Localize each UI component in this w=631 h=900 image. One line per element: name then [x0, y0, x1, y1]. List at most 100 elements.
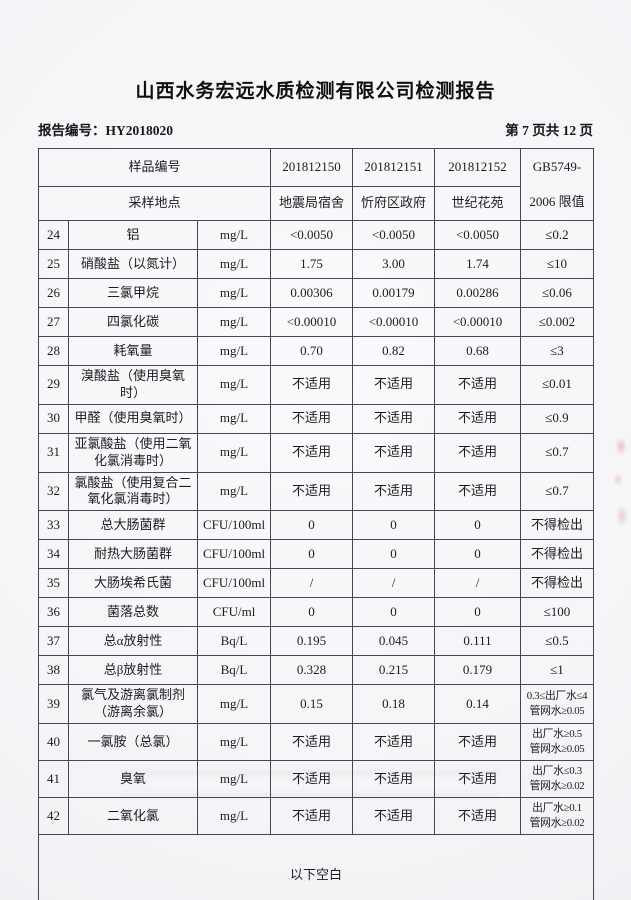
- row-number: 41: [38, 760, 69, 799]
- row-value-sample1: <0.00010: [270, 307, 353, 337]
- row-value-sample2: 0.00179: [352, 278, 435, 308]
- table-row: 41 臭氧 mg/L 不适用 不适用 不适用 出厂水≤0.3 管网水≥0.02: [38, 760, 594, 799]
- row-unit: mg/L: [197, 278, 271, 308]
- table-row: 30 甲醛（使用臭氧时） mg/L 不适用 不适用 不适用 ≤0.9: [38, 403, 594, 434]
- row-parameter: 二氧化氯: [68, 797, 198, 836]
- row-value-sample3: 不适用: [434, 797, 521, 836]
- row-value-sample1: <0.0050: [270, 220, 353, 250]
- row-parameter: 一氯胺（总氯）: [68, 723, 198, 762]
- row-value-sample2: 0: [352, 539, 435, 570]
- row-limit: ≤1: [520, 655, 594, 686]
- row-number: 33: [38, 510, 69, 541]
- row-parameter: 总β放射性: [68, 655, 198, 686]
- table-row: 29 溴酸盐（使用臭氧时） mg/L 不适用 不适用 不适用 ≤0.01: [38, 365, 594, 405]
- row-unit: CFU/100ml: [197, 568, 271, 599]
- table-row: 37 总α放射性 Bq/L 0.195 0.045 0.111 ≤0.5: [38, 626, 594, 657]
- sample-id-1: 201812150: [270, 148, 353, 187]
- row-parameter: 总α放射性: [68, 626, 198, 657]
- row-value-sample3: 0.111: [434, 626, 521, 657]
- row-value-sample1: 0.70: [270, 336, 353, 366]
- row-unit: mg/L: [197, 249, 271, 279]
- page-indicator: 第 7 页共 12 页: [505, 123, 593, 138]
- row-value-sample2: 0: [352, 510, 435, 541]
- row-value-sample2: 3.00: [352, 249, 435, 279]
- row-limit: ≤0.2: [520, 220, 594, 250]
- row-number: 34: [38, 539, 69, 570]
- row-parameter: 四氯化碳: [68, 307, 198, 337]
- row-unit: mg/L: [197, 471, 271, 512]
- row-value-sample2: 0.82: [352, 336, 435, 366]
- row-parameter: 三氯甲烷: [68, 278, 198, 308]
- table-row: 28 耗氧量 mg/L 0.70 0.82 0.68 ≤3: [38, 336, 594, 366]
- row-value-sample1: 0.328: [270, 655, 353, 686]
- row-parameter: 菌落总数: [68, 597, 198, 628]
- row-parameter: 氯酸盐（使用复合二氧化氯消毒时）: [68, 471, 198, 512]
- table-row: 32 氯酸盐（使用复合二氧化氯消毒时） mg/L 不适用 不适用 不适用 ≤0.…: [38, 471, 594, 512]
- table-row: 36 菌落总数 CFU/ml 0 0 0 ≤100: [38, 597, 594, 628]
- row-value-sample2: 不适用: [352, 797, 435, 836]
- row-value-sample2: 不适用: [352, 723, 435, 762]
- row-value-sample1: 0.15: [270, 684, 353, 725]
- row-unit: CFU/ml: [197, 597, 271, 628]
- report-meta: 报告编号：HY2018020 第 7 页共 12 页: [38, 119, 593, 139]
- location-label: 采样地点: [38, 186, 271, 221]
- row-unit: mg/L: [197, 220, 271, 250]
- row-limit: ≤0.7: [520, 432, 594, 473]
- limit-header-line1: GB5749-: [532, 158, 582, 174]
- row-value-sample1: 0: [270, 510, 353, 541]
- row-value-sample3: <0.00010: [434, 307, 521, 337]
- row-parameter: 大肠埃希氏菌: [68, 568, 198, 599]
- row-number: 31: [38, 432, 69, 473]
- row-number: 38: [38, 655, 69, 686]
- row-value-sample2: <0.0050: [352, 220, 435, 250]
- row-parameter: 硝酸盐（以氮计）: [68, 249, 198, 279]
- row-value-sample2: 不适用: [352, 760, 435, 799]
- sample-id-label: 样品编号: [38, 148, 271, 187]
- row-value-sample1: 不适用: [270, 365, 353, 405]
- table-row: 24 铝 mg/L <0.0050 <0.0050 <0.0050 ≤0.2: [38, 220, 594, 250]
- row-value-sample2: /: [352, 568, 435, 599]
- table-row: 39 氯气及游离氯制剂（游离余氯） mg/L 0.15 0.18 0.14 0.…: [38, 684, 594, 725]
- scan-ghost-artifact: [120, 770, 500, 816]
- row-number: 42: [38, 797, 69, 836]
- row-value-sample1: 0.195: [270, 626, 353, 657]
- page-title: 山西水务宏远水质检测有限公司检测报告: [135, 81, 496, 102]
- row-limit: 出厂水≥0.1 管网水≥0.02: [520, 797, 594, 836]
- table-row: 31 亚氯酸盐（使用二氧化氯消毒时） mg/L 不适用 不适用 不适用 ≤0.7: [38, 432, 594, 473]
- row-unit: CFU/100ml: [197, 510, 271, 541]
- row-limit: ≤100: [520, 597, 594, 628]
- row-value-sample3: 0: [434, 539, 521, 570]
- table-row: 25 硝酸盐（以氮计） mg/L 1.75 3.00 1.74 ≤10: [38, 249, 594, 279]
- row-number: 37: [38, 626, 69, 657]
- row-number: 32: [38, 471, 69, 512]
- row-unit: mg/L: [197, 723, 271, 762]
- row-unit: mg/L: [197, 432, 271, 473]
- row-value-sample3: 不适用: [434, 432, 521, 473]
- header-row-location: 采样地点 地震局宿舍 忻府区政府 世纪花苑: [38, 186, 594, 221]
- row-value-sample3: 不适用: [434, 365, 521, 405]
- location-2: 忻府区政府: [352, 186, 435, 221]
- row-value-sample1: /: [270, 568, 353, 599]
- row-value-sample3: 0: [434, 510, 521, 541]
- table-row: 40 一氯胺（总氯） mg/L 不适用 不适用 不适用 出厂水≥0.5 管网水≥…: [38, 723, 594, 762]
- row-number: 35: [38, 568, 69, 599]
- row-unit: mg/L: [197, 403, 271, 434]
- row-unit: Bq/L: [197, 626, 271, 657]
- table-row: 38 总β放射性 Bq/L 0.328 0.215 0.179 ≤1: [38, 655, 594, 686]
- row-number: 40: [38, 723, 69, 762]
- results-table: 样品编号 201812150 201812151 201812152 GB574…: [38, 148, 594, 900]
- row-value-sample1: 0: [270, 539, 353, 570]
- row-value-sample2: 不适用: [352, 471, 435, 512]
- row-parameter: 臭氧: [68, 760, 198, 799]
- row-parameter: 甲醛（使用臭氧时）: [68, 403, 198, 434]
- results-body: 24 铝 mg/L <0.0050 <0.0050 <0.0050 ≤0.2 2…: [38, 220, 594, 836]
- table-row: 42 二氧化氯 mg/L 不适用 不适用 不适用 出厂水≥0.1 管网水≥0.0…: [38, 797, 594, 836]
- row-limit: ≤0.9: [520, 403, 594, 434]
- row-value-sample3: 不适用: [434, 471, 521, 512]
- row-value-sample1: 0.00306: [270, 278, 353, 308]
- row-number: 25: [38, 249, 69, 279]
- row-value-sample2: 0: [352, 597, 435, 628]
- row-value-sample1: 0: [270, 597, 353, 628]
- table-row: 34 耐热大肠菌群 CFU/100ml 0 0 0 不得检出: [38, 539, 594, 570]
- blank-note: 以下空白: [38, 834, 594, 900]
